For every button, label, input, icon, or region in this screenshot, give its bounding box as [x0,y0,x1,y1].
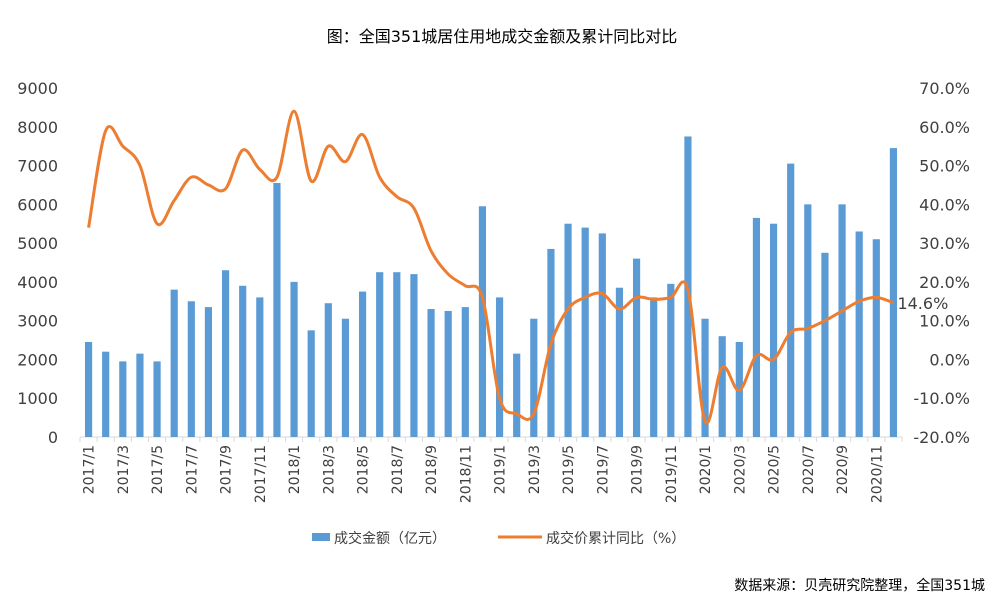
right-axis-tick-label: 70.0% [919,79,970,98]
x-axis-tick-label: 2020/1 [698,445,714,494]
bar-amount [324,303,332,437]
x-axis-tick-label: 2018/5 [356,445,372,494]
left-axis-tick-label: 6000 [17,195,58,214]
legend-bar-swatch [312,533,330,541]
bar-amount [821,252,829,437]
bar-amount [718,336,726,437]
bar-amount [119,361,127,437]
right-axis-tick-label: -10.0% [913,389,970,408]
bar-amount [632,258,641,437]
x-axis-tick-label: 2020/11 [869,445,885,503]
x-axis-tick-label: 2019/11 [664,445,680,503]
bar-amount [872,239,880,437]
x-axis-tick-label: 2018/9 [424,445,440,494]
bar-amount [307,330,315,437]
bar-amount [153,361,161,437]
end-data-label: 14.6% [897,294,948,313]
bar-amount [102,351,110,437]
bar-amount [393,272,401,437]
bar-amount [427,309,435,437]
bar-amount [701,318,709,437]
bar-amount [290,281,298,437]
right-axis-tick-label: 20.0% [919,273,970,292]
bar-amount [667,283,675,437]
bar-amount [170,289,178,437]
bar-amount [341,318,350,437]
chart-title: 图：全国351城居住用地成交金额及累计同比对比 [327,27,678,46]
x-axis-tick-label: 2020/3 [732,445,748,494]
x-axis-tick-label: 2018/11 [458,445,474,503]
bar-amount [376,272,384,437]
bar-amount [769,223,778,437]
bar-amount [187,301,195,437]
right-axis-tick-label: -20.0% [913,428,970,447]
x-axis-tick-label: 2017/1 [82,445,98,494]
x-axis-tick-label: 2017/7 [184,445,200,494]
x-axis-tick-label: 2019/7 [595,445,611,494]
left-axis-tick-label: 9000 [17,79,58,98]
right-axis-tick-label: 10.0% [919,312,970,331]
bar-amount [358,291,367,437]
left-axis-tick-label: 5000 [17,234,58,253]
x-axis-tick-label: 2018/3 [321,445,337,494]
bar-amount [530,318,538,437]
x-axis-tick-label: 2019/1 [493,445,509,494]
left-axis-tick-label: 1000 [17,389,58,408]
x-axis-tick-label: 2020/7 [801,445,817,494]
bar-amount [581,227,589,437]
x-axis-tick-label: 2020/5 [767,445,783,494]
x-axis-tick-label: 2018/7 [390,445,406,494]
bar-amount [461,307,469,437]
x-axis-tick-label: 2019/9 [630,445,646,494]
right-axis-tick-label: 40.0% [919,195,970,214]
x-axis-tick-label: 2020/9 [835,445,851,494]
bar-amount [136,353,144,437]
legend-bar-label: 成交金额（亿元） [334,530,446,547]
left-axis-tick-label: 0 [48,428,58,447]
bar-amount [239,285,247,437]
left-axis-tick-label: 7000 [17,157,58,176]
bar-amount [598,233,606,437]
bar-amount [650,297,658,437]
bar-amount [752,217,761,437]
right-axis-tick-label: 0.0% [929,350,970,369]
x-axis-tick-label: 2018/1 [287,445,303,494]
bar-amount [855,231,863,437]
right-axis-tick-label: 30.0% [919,234,970,253]
bar-amount [444,310,452,437]
bar-amount [513,353,521,437]
x-axis-tick-label: 2019/3 [527,445,543,494]
bar-amount [256,297,264,437]
bar-amount [564,223,572,437]
line-price-yoy [87,109,894,425]
x-axis-tick-label: 2017/11 [253,445,269,503]
bar-amount [221,270,230,437]
bar-amount [804,204,812,437]
bar-amount [889,148,898,437]
x-axis-tick-label: 2017/9 [219,445,235,494]
bar-amount [273,183,281,437]
legend-line-label: 成交价累计同比（%） [546,530,685,547]
legend: 成交金额（亿元） 成交价累计同比（%） [312,530,685,547]
left-axis-tick-label: 8000 [17,118,58,137]
x-axis-tick-label: 2017/3 [116,445,132,494]
source-note: 数据来源：贝壳研究院整理，全国351城 [734,577,985,594]
left-axis-tick-label: 4000 [17,273,58,292]
left-axis-tick-label: 2000 [17,350,58,369]
bar-amount [615,287,624,437]
right-axis-tick-label: 50.0% [919,157,970,176]
bar-amount [838,204,846,437]
bar-amount [478,206,487,437]
bar-amount [204,307,213,437]
bar-amount [787,163,795,437]
left-axis-tick-label: 3000 [17,312,58,331]
bar-amount [84,341,93,437]
right-axis-tick-label: 60.0% [919,118,970,137]
x-axis-tick-label: 2019/5 [561,445,577,494]
bar-amount [495,297,504,437]
bar-amount [410,274,418,437]
x-axis-tick-label: 2017/5 [150,445,166,494]
